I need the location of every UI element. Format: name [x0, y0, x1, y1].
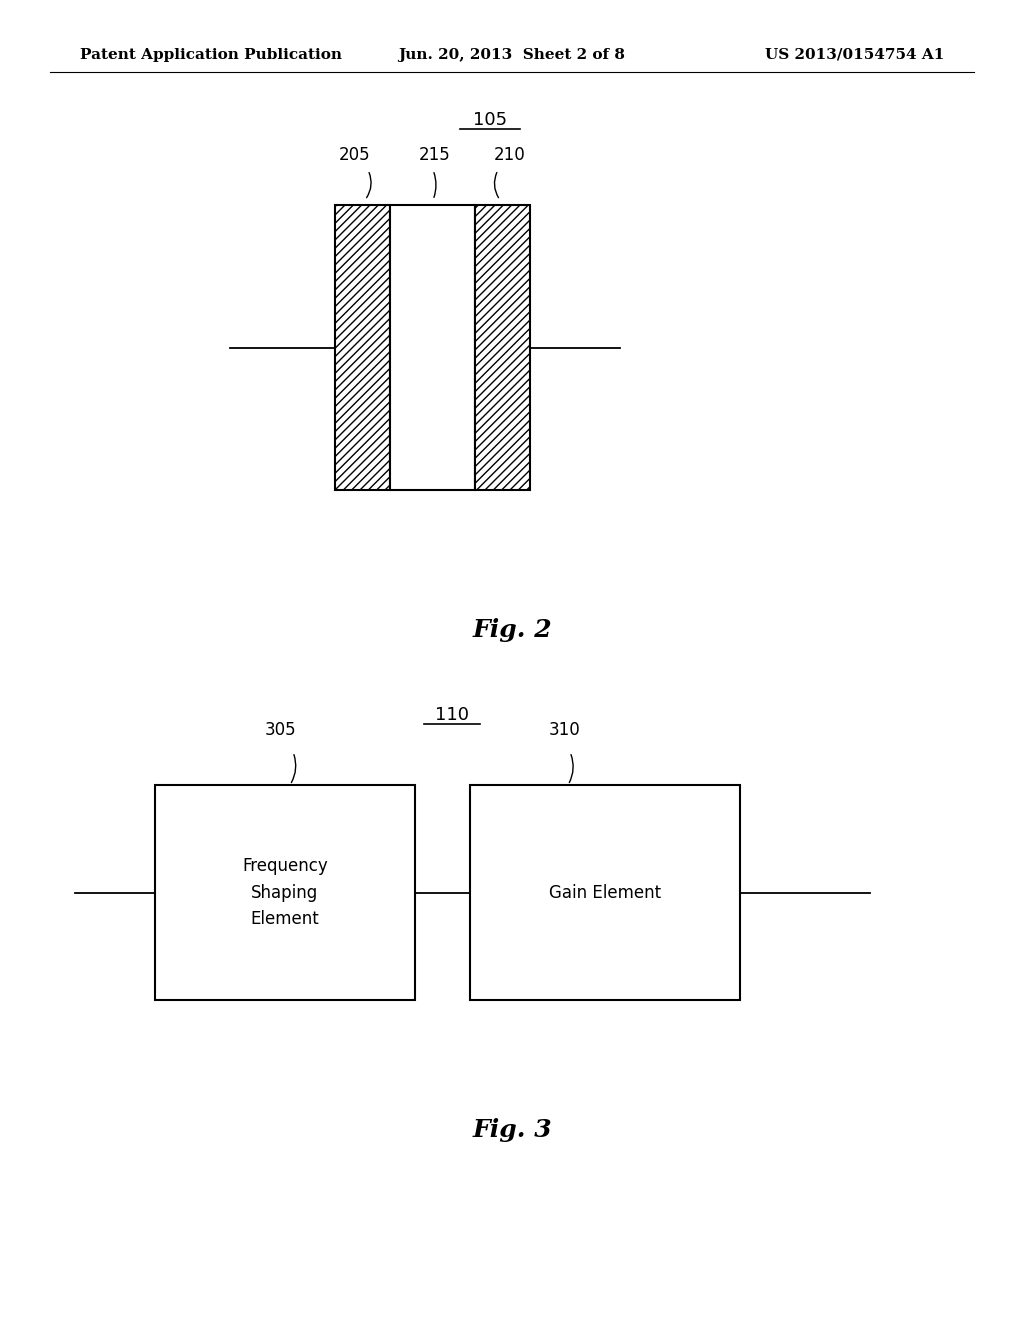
- Text: US 2013/0154754 A1: US 2013/0154754 A1: [765, 48, 944, 62]
- Bar: [335, 205, 390, 490]
- Text: 310: 310: [549, 721, 581, 739]
- Text: 210: 210: [495, 147, 526, 164]
- Bar: [475, 205, 530, 490]
- Text: 105: 105: [473, 111, 507, 129]
- Text: 305: 305: [264, 721, 296, 739]
- Text: Fig. 2: Fig. 2: [472, 618, 552, 642]
- Text: Jun. 20, 2013  Sheet 2 of 8: Jun. 20, 2013 Sheet 2 of 8: [398, 48, 626, 62]
- Bar: [155, 785, 415, 1001]
- Text: 110: 110: [435, 706, 469, 723]
- Bar: [470, 785, 740, 1001]
- Bar: [390, 205, 475, 490]
- Bar: [335, 205, 390, 490]
- Text: 205: 205: [339, 147, 371, 164]
- Text: Gain Element: Gain Element: [549, 883, 662, 902]
- Text: Patent Application Publication: Patent Application Publication: [80, 48, 342, 62]
- Text: Frequency
Shaping
Element: Frequency Shaping Element: [242, 857, 328, 928]
- Bar: [475, 205, 530, 490]
- Text: Fig. 3: Fig. 3: [472, 1118, 552, 1142]
- Text: 215: 215: [419, 147, 451, 164]
